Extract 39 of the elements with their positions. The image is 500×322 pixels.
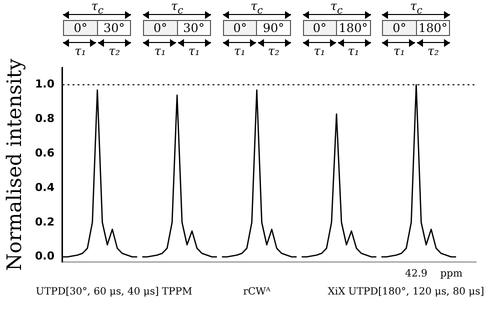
text: 180°: [336, 21, 370, 35]
text: 0°: [232, 21, 248, 35]
y-tick-label: 0.8: [34, 112, 54, 126]
text: τ₁: [233, 44, 246, 58]
x-tick-label: TPPM: [162, 286, 192, 298]
text: 42.9: [405, 268, 428, 280]
y-tick-label: 0.2: [34, 215, 54, 228]
text: τ₁: [74, 44, 88, 58]
text: τ₁: [312, 44, 326, 58]
text: τ₁: [346, 44, 360, 58]
text: τ$_{c}$: [250, 0, 264, 18]
text: τ₁: [153, 44, 167, 58]
text: 0°: [392, 21, 408, 35]
text: τ₂: [108, 44, 122, 58]
text: 180°: [416, 21, 450, 35]
y-tick-label: 0.4: [34, 180, 55, 194]
x-tick-label: XiX: [328, 286, 346, 298]
y-tick-label: 1.0: [34, 78, 55, 91]
text: τ₁: [392, 44, 406, 58]
text: τ$_{c}$: [329, 0, 344, 18]
text: ppm: [440, 268, 464, 280]
text: τ₂: [267, 44, 280, 58]
text: 0°: [72, 21, 88, 35]
y-tick-label: 0.6: [34, 146, 55, 160]
y-axis-title: Normalised intensity: [2, 58, 26, 271]
text: τ₁: [187, 44, 201, 58]
y-tick-label: 0.0: [34, 250, 55, 263]
text: 90°: [256, 21, 290, 35]
text: 30°: [176, 21, 210, 35]
text: τ₂: [426, 44, 440, 58]
text: τ$_{c}$: [170, 0, 184, 18]
x-tick-label: rCWᴬ: [243, 286, 271, 298]
x-tick-label: UTPD[30°, 60 μs, 40 μs]: [36, 286, 160, 298]
text: 0°: [312, 21, 328, 35]
text: τ$_{c}$: [90, 0, 104, 18]
text: τ$_{c}$: [409, 0, 424, 18]
x-tick-label: UTPD[180°, 120 μs, 80 μs]: [348, 286, 484, 298]
text: 0°: [152, 21, 168, 35]
text: 30°: [96, 21, 130, 35]
